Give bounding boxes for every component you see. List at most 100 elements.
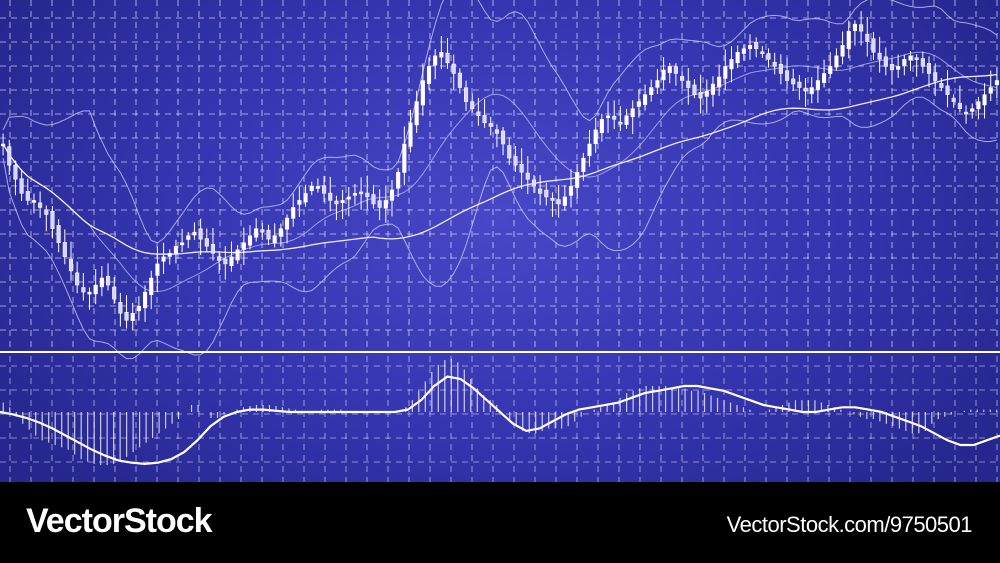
candle-body	[723, 66, 728, 79]
candle-body	[692, 84, 697, 95]
candle-body	[531, 179, 537, 187]
candle-body	[883, 56, 888, 67]
candle-body	[396, 171, 401, 189]
candle-body	[309, 186, 314, 191]
candle-body	[173, 246, 178, 255]
candle-body	[377, 200, 382, 208]
bollinger-middle	[2, 51, 998, 293]
candle-body	[914, 57, 919, 60]
candle-body	[112, 286, 117, 300]
candle-body	[778, 63, 783, 74]
candle-body	[383, 200, 388, 209]
candle-body	[988, 87, 993, 94]
candle-body	[846, 30, 851, 49]
candle-body	[38, 202, 43, 208]
candle-body	[612, 115, 617, 120]
candle-body	[519, 164, 524, 173]
bollinger-bands	[2, 0, 998, 360]
candle-body	[494, 129, 499, 134]
candle-body	[167, 253, 172, 257]
candle-body	[822, 73, 827, 83]
candle-body	[186, 235, 191, 240]
candle-body	[266, 229, 271, 240]
candle-body	[50, 210, 55, 229]
candle-body	[457, 72, 462, 88]
candle-body	[957, 102, 962, 109]
candle-body	[643, 94, 648, 106]
candle-body	[149, 277, 154, 295]
candle-body	[970, 108, 975, 112]
candle-body	[87, 291, 92, 295]
candle-body	[797, 81, 802, 88]
candle-body	[192, 231, 197, 236]
candle-body	[661, 69, 666, 81]
candle-body	[686, 80, 691, 88]
candle-body	[994, 80, 999, 86]
image-credit: VectorStock.com/9750501	[726, 512, 973, 537]
candle-body	[877, 52, 882, 60]
candle-body	[254, 228, 259, 238]
candle-body	[840, 45, 845, 57]
candle-body	[19, 178, 24, 194]
candle-body	[223, 258, 228, 265]
candle-body	[414, 101, 419, 126]
candle-body	[371, 194, 376, 205]
candle-body	[322, 185, 327, 194]
candle-body	[439, 52, 444, 58]
candle-body	[315, 186, 320, 189]
candle-body	[426, 66, 432, 85]
candle-body	[247, 235, 253, 246]
candle-body	[747, 45, 753, 50]
candle-body	[420, 80, 425, 106]
candle-body	[272, 235, 277, 243]
candle-body	[93, 284, 98, 295]
candle-body	[809, 87, 814, 95]
candle-body	[180, 242, 185, 246]
candle-body	[976, 101, 981, 110]
signal-line	[0, 375, 1000, 466]
candle-body	[593, 129, 598, 145]
candle-body	[303, 193, 308, 203]
candle-body	[605, 115, 611, 119]
candle-body	[717, 76, 722, 88]
candle-body	[291, 207, 296, 219]
candle-body	[896, 66, 901, 70]
candle-body	[81, 287, 86, 293]
candle-body	[1, 143, 6, 147]
candle-body	[155, 263, 160, 276]
candle-body	[889, 64, 895, 71]
candle-body	[241, 242, 246, 250]
candlestick-series	[1, 11, 999, 331]
candle-body	[161, 256, 166, 262]
candle-body	[754, 41, 759, 50]
candle-body	[31, 200, 37, 203]
candle-body	[235, 249, 240, 261]
candle-body	[803, 87, 808, 92]
candle-body	[784, 70, 790, 81]
oscillator-histogram	[2, 358, 998, 466]
candle-body	[365, 192, 370, 198]
candle-body	[328, 192, 333, 201]
candle-body	[56, 225, 61, 243]
candle-body	[352, 193, 357, 196]
candle-body	[871, 38, 876, 53]
candle-body	[729, 59, 734, 70]
candle-body	[118, 302, 123, 314]
candle-body	[587, 143, 592, 157]
moving-average	[2, 73, 997, 255]
oscillator-signal	[0, 375, 1000, 466]
candle-body	[834, 55, 839, 68]
candle-body	[951, 97, 956, 102]
candle-body	[636, 101, 641, 107]
candle-body	[260, 229, 265, 233]
candle-body	[389, 189, 395, 201]
candle-body	[476, 111, 481, 117]
candle-body	[852, 23, 857, 32]
candle-body	[217, 256, 222, 261]
candle-body	[62, 242, 67, 258]
candle-body	[204, 238, 209, 247]
candle-body	[143, 291, 148, 309]
candle-body	[105, 275, 111, 286]
candle-body	[791, 78, 796, 85]
candle-body	[963, 111, 969, 115]
